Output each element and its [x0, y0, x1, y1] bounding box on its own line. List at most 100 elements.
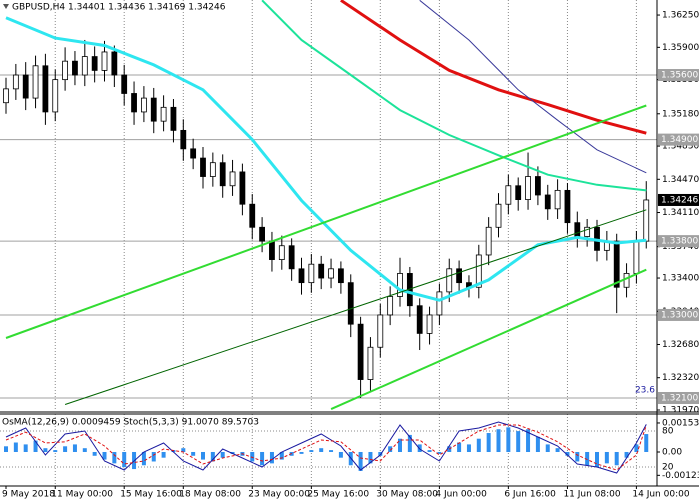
candle-body — [269, 240, 275, 260]
candle-body — [229, 171, 236, 187]
moving-line — [340, 0, 647, 135]
y-tick-label: 1.34830 — [662, 142, 699, 152]
candle-body — [367, 346, 374, 380]
candle-body — [347, 282, 354, 325]
osma-bar — [33, 440, 38, 452]
level-label: 1.34900 — [661, 135, 698, 145]
osma-bar — [398, 438, 402, 452]
candle-body — [170, 106, 177, 131]
osma-bar — [43, 448, 48, 452]
osma-bar — [122, 451, 127, 468]
osma-bar — [63, 446, 68, 452]
candle-body — [505, 185, 512, 205]
osma-bar — [634, 444, 639, 452]
osma-bar — [181, 448, 186, 452]
candle-body — [121, 74, 128, 94]
moving-line — [261, 0, 647, 192]
level-box — [658, 69, 699, 82]
candle-body — [180, 129, 187, 150]
osma-bar — [220, 451, 225, 458]
osma-bar — [230, 451, 235, 454]
chart-header: GBPUSD,H4 1.34401 1.34436 1.34169 1.3424… — [12, 3, 226, 13]
osma-bar — [4, 446, 8, 452]
level-box — [658, 308, 699, 321]
level-box — [658, 235, 699, 248]
osma-bar — [476, 438, 481, 452]
y-tick-label: 0.00153 — [662, 418, 699, 428]
osma-bar — [466, 444, 471, 452]
osma-bar — [338, 451, 343, 458]
candle-body — [535, 176, 541, 196]
osma-bar — [151, 451, 156, 462]
candle-body — [613, 240, 620, 288]
candle-body — [259, 226, 266, 242]
osma-bar — [595, 451, 599, 468]
osma-bar — [526, 429, 531, 452]
osma-bar — [555, 448, 560, 452]
osma-bar — [496, 429, 501, 452]
candle-body — [249, 203, 256, 228]
stoch-line — [5, 424, 647, 471]
x-tick-label: 14 Jun 00:00 — [632, 490, 689, 500]
osma-bar — [82, 448, 87, 452]
candle-body — [298, 268, 305, 284]
candle-body — [131, 93, 137, 113]
candle-body — [91, 56, 98, 71]
osma-bar — [604, 451, 609, 464]
current-price-label: 1.34246 — [661, 195, 698, 205]
osma-bar — [614, 451, 619, 466]
candle-body — [22, 74, 29, 99]
y-tick-label: 1.31970 — [662, 406, 699, 416]
moving-line — [5, 16, 647, 302]
candle-body — [219, 162, 226, 187]
candle-body — [308, 263, 315, 284]
osma-bar — [141, 451, 146, 466]
candle-body — [544, 194, 551, 210]
candle-body — [52, 79, 59, 113]
candle-body — [328, 268, 334, 279]
candle-body — [190, 148, 197, 159]
osma-bar — [486, 433, 491, 452]
osma-bar — [279, 451, 284, 460]
osma-bar — [329, 450, 334, 452]
osma-bar — [72, 444, 77, 452]
candle-body — [495, 203, 502, 228]
osma-bar — [407, 434, 412, 452]
stoch-line — [5, 421, 647, 474]
candle-body — [3, 88, 9, 104]
level-label: 1.32100 — [661, 394, 698, 404]
osma-bar — [23, 444, 28, 452]
osma-bar — [299, 451, 304, 454]
candle-body — [475, 254, 482, 288]
osma-bar — [535, 436, 540, 452]
osma-bar — [644, 434, 649, 452]
candle-body — [62, 60, 68, 81]
osma-bar — [358, 451, 363, 471]
osma-bar — [437, 451, 442, 454]
candle-body — [426, 314, 433, 334]
level-label: 1.33800 — [661, 237, 698, 247]
candle-body — [446, 268, 453, 293]
osma-bar — [545, 444, 550, 452]
osma-bar — [506, 427, 511, 452]
candle-body — [278, 245, 285, 260]
y-tick-label: 1.36250 — [662, 11, 699, 21]
candle-body — [200, 157, 206, 177]
candle-body — [456, 268, 463, 284]
moving-line — [330, 268, 647, 411]
candle-body — [623, 273, 630, 288]
candle-body — [387, 296, 394, 316]
candle-body — [337, 268, 344, 284]
osma-bar — [388, 446, 393, 452]
osma-bar — [171, 450, 176, 452]
y-tick-label: 1.35900 — [662, 43, 699, 53]
osma-bar — [427, 450, 432, 452]
x-tick-label: 23 May 00:00 — [248, 490, 310, 500]
y-tick-label: 1.34110 — [662, 208, 699, 218]
candle-body — [515, 185, 522, 201]
osma-bar — [269, 451, 274, 464]
osma-bar — [368, 451, 373, 464]
osma-bar — [417, 444, 422, 452]
osma-bar — [13, 442, 18, 452]
osma-bar — [92, 451, 97, 456]
